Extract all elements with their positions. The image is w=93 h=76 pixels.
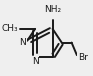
Text: NH₂: NH₂ [44,5,61,14]
Text: CH₃: CH₃ [1,24,18,33]
Text: Br: Br [78,53,88,61]
Text: N: N [32,57,39,66]
Text: N: N [19,38,26,47]
